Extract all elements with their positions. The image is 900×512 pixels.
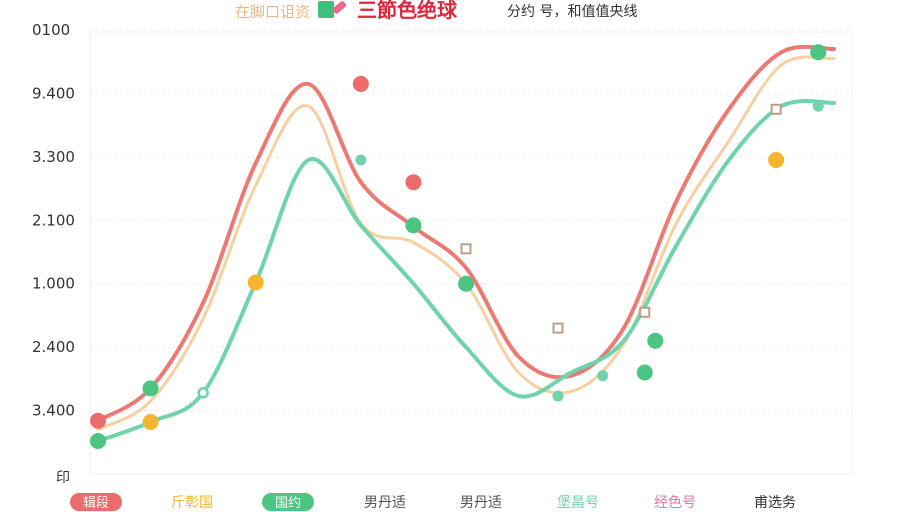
data-point <box>636 364 653 381</box>
data-point <box>597 370 609 382</box>
data-point <box>197 387 209 399</box>
series-line <box>96 55 836 432</box>
data-point <box>812 100 824 112</box>
y-tick-label: 1.000 <box>32 275 75 293</box>
y-tick-label: 3.400 <box>32 402 75 420</box>
series-markers <box>90 44 827 450</box>
y-tick-label: 0100 <box>32 21 70 39</box>
data-point <box>810 44 827 61</box>
legend-pill <box>262 493 314 511</box>
data-point <box>352 75 369 92</box>
legend-label: 斤彰国 <box>171 494 213 511</box>
data-point <box>552 322 564 334</box>
data-point <box>647 332 664 349</box>
legend-item[interactable]: 辑段 <box>70 493 122 511</box>
y-tick-label: 2.400 <box>32 338 75 356</box>
series-line <box>96 99 836 444</box>
series-line <box>96 44 836 423</box>
y-tick-label: 3.300 <box>32 148 75 166</box>
data-point <box>770 103 782 115</box>
data-point <box>458 275 474 292</box>
legend-pill <box>70 493 122 511</box>
data-point <box>460 243 472 255</box>
legend-label: 男丹适 <box>364 495 406 511</box>
data-point <box>405 174 422 191</box>
data-point <box>142 380 159 397</box>
legend-item[interactable]: 斤彰国 <box>171 494 213 511</box>
legend-item[interactable]: 经色号 <box>654 494 696 511</box>
legend-label: 国约 <box>275 496 301 511</box>
data-point <box>90 412 106 429</box>
data-point <box>552 390 564 402</box>
y-tick-label: 9.400 <box>32 84 75 102</box>
legend-item[interactable]: 堡昌号 <box>557 495 599 511</box>
data-point <box>355 154 367 166</box>
y-axis-ticks: 3.400 2.400 1.000 2.100 3.300 9.400 0100 <box>32 21 75 420</box>
y-tick-label: 2.100 <box>32 211 75 229</box>
legend-item[interactable]: 甫选务 <box>754 495 796 511</box>
y-axis-bottom-label: 印 <box>56 470 70 486</box>
data-point <box>639 306 651 318</box>
chart-subtitle: 分约 号，和值值央线 <box>507 4 637 20</box>
data-point <box>142 413 159 430</box>
data-point <box>90 433 106 450</box>
chart-title: 三節色绝球 <box>357 0 458 22</box>
plot-area <box>89 31 853 475</box>
legend-label: 男丹适 <box>460 495 502 511</box>
legend: 辑段 斤彰国 国约 男丹适 男丹适 堡昌号 经色号 甫选务 <box>70 493 796 511</box>
data-point <box>768 152 785 169</box>
legend-label: 经色号 <box>654 494 696 511</box>
brand-icon <box>318 1 347 18</box>
legend-item[interactable]: 男丹适 <box>364 495 406 511</box>
legend-label: 甫选务 <box>754 495 796 511</box>
legend-item[interactable]: 国约 <box>262 493 314 511</box>
data-point <box>247 274 264 291</box>
data-point <box>405 217 422 234</box>
header-left-text: 在脚口诅资 <box>235 3 310 21</box>
legend-label: 辑段 <box>83 496 109 511</box>
legend-label: 堡昌号 <box>557 495 599 511</box>
legend-item[interactable]: 男丹适 <box>460 495 502 511</box>
